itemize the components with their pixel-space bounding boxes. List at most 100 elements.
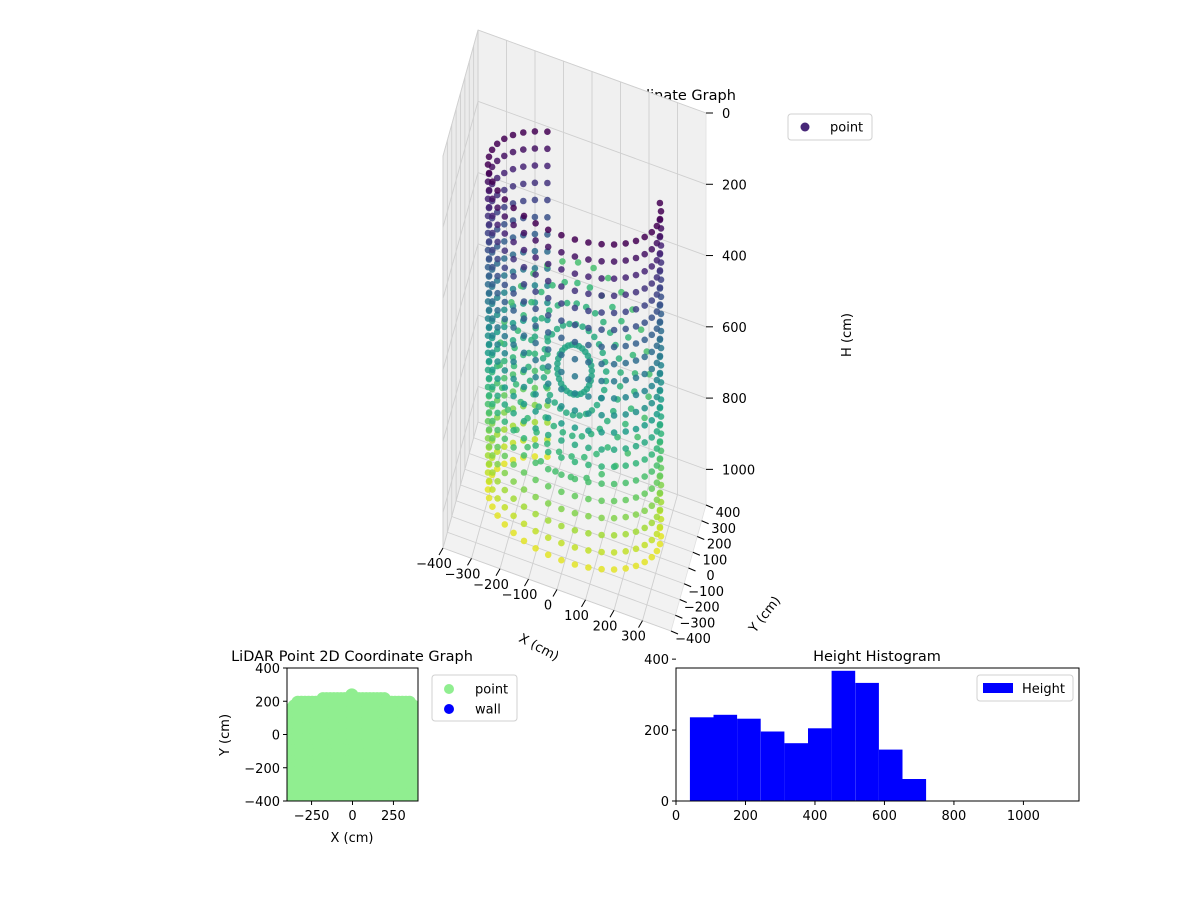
point-3d <box>501 384 509 391</box>
point-3d <box>494 460 501 468</box>
point-3d <box>598 326 605 334</box>
point-3d <box>641 473 648 480</box>
point-3d <box>553 325 561 333</box>
point-3d <box>653 547 661 555</box>
point-3d <box>559 258 566 265</box>
point-3d <box>571 321 579 329</box>
point-3d <box>641 404 648 412</box>
point-3d <box>489 469 496 476</box>
point-3d <box>610 275 618 283</box>
point-3d <box>489 195 496 203</box>
point-3d <box>538 288 545 296</box>
point-3d <box>501 486 509 494</box>
point-3d <box>585 495 592 503</box>
point-3d <box>520 417 528 425</box>
point-3d <box>629 351 637 359</box>
histogram-legend-box <box>976 674 1074 702</box>
point-3d <box>563 299 571 307</box>
point-3d <box>578 433 586 440</box>
point-3d <box>632 340 640 347</box>
point-3d <box>539 364 547 372</box>
point-3d <box>544 128 551 135</box>
point-3d <box>544 145 551 153</box>
y-tick-mark <box>701 520 709 525</box>
point-3d <box>593 401 601 409</box>
point-3d <box>544 226 552 234</box>
point-3d <box>657 208 665 215</box>
x-tick-label: 200 <box>593 619 618 634</box>
point-3d <box>648 348 656 356</box>
point-3d <box>489 417 496 425</box>
y-tick-label: 0 <box>272 729 280 744</box>
point-3d <box>653 257 661 264</box>
point-3d <box>622 376 629 384</box>
point-3d <box>510 444 517 451</box>
point-3d <box>524 443 531 451</box>
point-3d <box>656 352 664 360</box>
point-3d <box>531 230 539 238</box>
y-tick-label: 200 <box>644 724 669 739</box>
point-3d <box>520 537 528 545</box>
chart-3d-legend-marker <box>800 122 810 132</box>
x-tick-label: 0 <box>348 809 356 824</box>
point-3d <box>501 264 509 272</box>
point-3d <box>501 521 509 528</box>
y-tick-label: 200 <box>707 538 732 553</box>
point-3d <box>656 215 664 223</box>
chart-2d-legend-label-wall: wall <box>475 703 501 718</box>
point-3d <box>610 292 618 300</box>
point-3d <box>544 414 552 422</box>
point-3d <box>653 308 661 315</box>
point-3d <box>525 349 533 357</box>
point-3d <box>622 565 629 572</box>
point-3d <box>520 452 528 459</box>
point-3d <box>645 393 652 401</box>
x-tick-label: 600 <box>872 809 897 824</box>
point-3d <box>622 496 629 504</box>
point-3d <box>494 272 501 280</box>
x-tick-label: 1000 <box>1007 809 1040 824</box>
point-3d <box>585 512 592 520</box>
point-3d <box>493 174 501 182</box>
point-3d <box>544 380 552 388</box>
point-3d <box>501 221 508 228</box>
point-3d <box>568 453 575 460</box>
x-tick-label: 100 <box>564 609 589 624</box>
y-tick-label: −200 <box>684 601 720 616</box>
floor-grid-y <box>464 468 694 553</box>
point-3d <box>622 325 629 333</box>
point-3d <box>641 524 648 532</box>
point-3d <box>532 510 539 518</box>
point-3d <box>648 502 656 510</box>
point-3d <box>632 562 640 570</box>
point-3d <box>656 267 664 274</box>
histogram-bar <box>689 717 714 801</box>
back-grid-z <box>477 100 707 185</box>
point-3d <box>512 381 520 388</box>
point-3d <box>571 373 579 380</box>
y-tick-mark <box>675 614 683 619</box>
point-3d <box>531 384 539 392</box>
point-3d <box>485 443 493 450</box>
point-3d <box>501 443 508 451</box>
point-3d <box>610 343 618 351</box>
x-tick-mark <box>467 558 472 566</box>
point-3d <box>558 334 565 342</box>
point-3d <box>558 368 565 376</box>
point-3d <box>520 263 528 271</box>
point-3d <box>532 254 539 261</box>
point-3d <box>622 462 629 470</box>
point-3d <box>598 411 605 419</box>
point-3d <box>571 441 579 449</box>
y-tick-mark <box>697 536 705 540</box>
point-3d <box>501 289 508 297</box>
point-3d <box>531 213 539 221</box>
point-3d <box>494 375 501 383</box>
point-3d <box>558 420 565 427</box>
histogram-bar <box>878 749 903 801</box>
point-3d <box>653 376 661 384</box>
x-tick-label: −200 <box>473 578 509 593</box>
point-3d <box>489 315 496 322</box>
point-3d <box>531 350 539 358</box>
floor-grid-y <box>469 453 698 537</box>
